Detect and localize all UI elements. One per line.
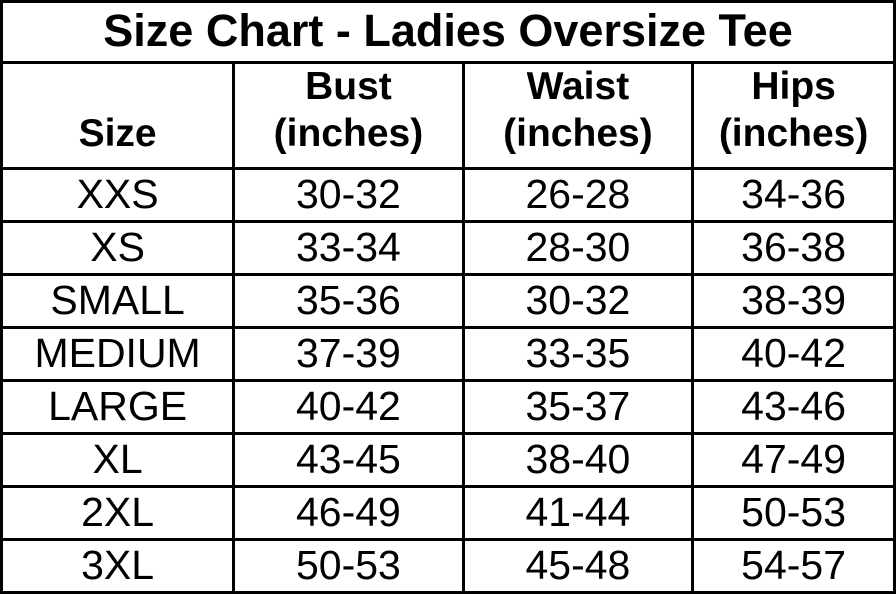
bust-cell: 35-36: [232, 272, 465, 329]
bust-cell: 46-49: [232, 484, 465, 541]
hips-cell: 40-42: [691, 325, 896, 382]
column-header-label: Waist: [526, 65, 630, 109]
table-row-large: LARGE 40-42 35-37 43-46: [0, 378, 896, 435]
column-header-size: Size: [0, 61, 236, 170]
column-header-unit: (inches): [273, 111, 424, 155]
size-cell: XS: [0, 219, 236, 276]
bust-cell: 43-45: [232, 431, 465, 488]
hips-cell: 36-38: [691, 219, 896, 276]
waist-cell: 30-32: [461, 272, 695, 329]
waist-cell: 38-40: [461, 431, 695, 488]
column-header-unit: (inches): [503, 111, 653, 155]
hips-cell: 43-46: [691, 378, 896, 435]
column-header-unit: (inches): [718, 111, 869, 155]
size-cell: 3XL: [0, 537, 236, 594]
page-title: Size Chart - Ladies Oversize Tee: [0, 0, 896, 65]
table-row-small: SMALL 35-36 30-32 38-39: [0, 272, 896, 329]
table-row-xxs: XXS 30-32 26-28 34-36: [0, 166, 896, 223]
waist-cell: 41-44: [461, 484, 695, 541]
hips-cell: 34-36: [691, 166, 896, 223]
bust-cell: 37-39: [232, 325, 465, 382]
column-header-label: Size: [78, 111, 157, 155]
table-row-medium: MEDIUM 37-39 33-35 40-42: [0, 325, 896, 382]
size-cell: LARGE: [0, 378, 236, 435]
table-row-2xl: 2XL 46-49 41-44 50-53: [0, 484, 896, 541]
bust-cell: 30-32: [232, 166, 465, 223]
table-row-xs: XS 33-34 28-30 36-38: [0, 219, 896, 276]
column-header-bust: Bust (inches): [232, 61, 465, 170]
size-cell: SMALL: [0, 272, 236, 329]
column-header-hips: Hips (inches): [691, 61, 896, 170]
title-row: Size Chart - Ladies Oversize Tee: [0, 0, 896, 65]
size-cell: XXS: [0, 166, 236, 223]
waist-cell: 45-48: [461, 537, 695, 594]
hips-cell: 50-53: [691, 484, 896, 541]
bust-cell: 50-53: [232, 537, 465, 594]
column-header-waist: Waist (inches): [461, 61, 695, 170]
waist-cell: 26-28: [461, 166, 695, 223]
hips-cell: 54-57: [691, 537, 896, 594]
size-cell: MEDIUM: [0, 325, 236, 382]
waist-cell: 28-30: [461, 219, 695, 276]
column-header-label: Bust: [305, 65, 392, 109]
column-header-row: Size Bust (inches) Waist (inches) Hips (…: [0, 61, 896, 170]
waist-cell: 35-37: [461, 378, 695, 435]
table-row-3xl: 3XL 50-53 45-48 54-57: [0, 537, 896, 594]
bust-cell: 33-34: [232, 219, 465, 276]
hips-cell: 47-49: [691, 431, 896, 488]
size-cell: XL: [0, 431, 236, 488]
hips-cell: 38-39: [691, 272, 896, 329]
size-cell: 2XL: [0, 484, 236, 541]
waist-cell: 33-35: [461, 325, 695, 382]
bust-cell: 40-42: [232, 378, 465, 435]
table-row-xl: XL 43-45 38-40 47-49: [0, 431, 896, 488]
column-header-label: Hips: [751, 65, 836, 109]
